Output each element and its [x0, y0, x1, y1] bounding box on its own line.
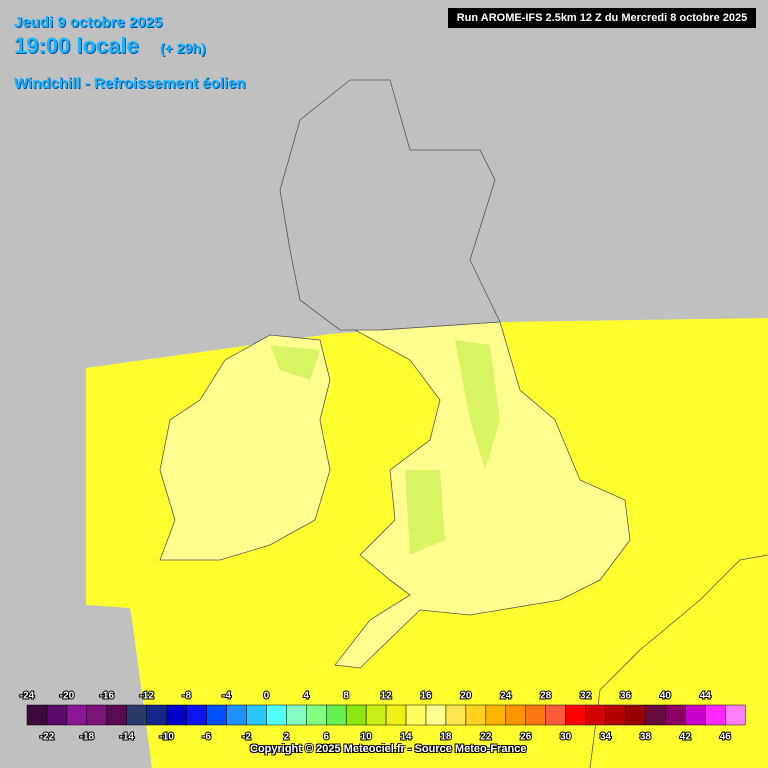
- legend-tick-label: -22: [40, 732, 55, 743]
- legend-tick-label: 20: [460, 691, 472, 702]
- legend-tick-label: 26: [520, 732, 532, 743]
- legend-tick-label: -20: [60, 691, 75, 702]
- legend-swatch: [206, 704, 227, 726]
- legend-tick-label: 4: [304, 691, 310, 702]
- legend-swatch: [385, 704, 407, 726]
- legend-tick-label: 30: [560, 732, 572, 743]
- legend-swatch: [645, 704, 666, 726]
- legend-swatch: [585, 704, 606, 726]
- legend-swatch: [286, 704, 307, 726]
- copyright: Copyright © 2025 Meteociel.fr - Source M…: [250, 743, 527, 755]
- legend-tick-label: 10: [361, 732, 373, 743]
- legend-tick-label: 2: [284, 732, 290, 743]
- legend-swatch: [525, 704, 546, 726]
- legend-tick-label: 22: [480, 732, 492, 743]
- legend-swatch: [306, 704, 327, 726]
- legend-swatch: [246, 704, 267, 726]
- legend-swatch: [186, 704, 207, 726]
- legend-tick-label: -12: [139, 691, 154, 702]
- legend-swatch: [365, 704, 387, 726]
- legend-tick-label: 34: [600, 732, 612, 743]
- legend-tick-label: 0: [264, 691, 270, 702]
- legend-swatch: [66, 704, 88, 726]
- legend-tick-label: 24: [500, 691, 512, 702]
- legend-tick-label: -6: [202, 732, 211, 743]
- legend-swatch: [106, 704, 128, 726]
- legend-tick-label: -10: [159, 732, 174, 743]
- legend-swatch: [226, 704, 247, 726]
- legend-swatch: [46, 704, 68, 726]
- legend-swatch: [26, 704, 48, 726]
- legend-swatch: [405, 704, 427, 726]
- legend-swatch: [326, 704, 347, 726]
- legend-swatch: [685, 704, 706, 726]
- legend-tick-label: 46: [720, 732, 732, 743]
- legend-tick-label: -16: [100, 691, 115, 702]
- legend-tick-label: 38: [640, 732, 652, 743]
- legend-swatch: [266, 704, 287, 726]
- legend-tick-label: -18: [80, 732, 95, 743]
- parameter: Windchill - Refroissement éolien: [14, 75, 246, 92]
- legend-swatch: [485, 704, 507, 726]
- legend-swatch: [545, 704, 566, 726]
- legend-tick-label: 12: [381, 691, 393, 702]
- legend-swatch: [126, 704, 147, 726]
- legend-tick-label: -24: [20, 691, 35, 702]
- time: 19:00 locale: [14, 33, 139, 58]
- great-britain-south: [334, 321, 631, 669]
- legend-swatch: [565, 704, 586, 726]
- legend-tick-label: 32: [580, 691, 592, 702]
- legend-swatch: [345, 704, 367, 726]
- legend-tick-label: 16: [420, 691, 432, 702]
- legend-swatch: [445, 704, 467, 726]
- legend-tick-label: 42: [680, 732, 692, 743]
- legend-tick-label: -2: [242, 732, 251, 743]
- legend-tick-label: -14: [120, 732, 135, 743]
- legend-swatch: [86, 704, 108, 726]
- date: Jeudi 9 octobre 2025: [14, 14, 163, 31]
- legend-swatch: [146, 704, 167, 726]
- legend-tick-label: 8: [343, 691, 349, 702]
- france-coast: [589, 554, 768, 768]
- legend-tick-label: 28: [540, 691, 552, 702]
- legend-tick-label: 44: [700, 691, 712, 702]
- legend-swatch: [505, 704, 526, 726]
- legend-swatch: [166, 704, 187, 726]
- ireland: [159, 334, 331, 561]
- legend-tick-label: -8: [182, 691, 191, 702]
- legend-swatch: [665, 704, 686, 726]
- green-highlands: [270, 340, 500, 555]
- legend-tick-label: -4: [222, 691, 231, 702]
- legend-tick-label: 40: [660, 691, 672, 702]
- run-info: Run AROME-IFS 2.5km 12 Z du Mercredi 8 o…: [448, 8, 756, 28]
- legend-swatch: [425, 704, 447, 726]
- lead-time: (+ 29h): [160, 40, 206, 56]
- legend-swatch: [625, 704, 646, 726]
- legend-swatch: [705, 704, 726, 726]
- legend-swatch: [725, 704, 746, 726]
- legend-tick-label: 6: [323, 732, 329, 743]
- legend-swatch: [465, 704, 487, 726]
- legend-tick-label: 36: [620, 691, 632, 702]
- legend-tick-label: 14: [400, 732, 412, 743]
- legend-swatch: [605, 704, 626, 726]
- scotland: [279, 79, 501, 331]
- legend-tick-label: 18: [440, 732, 452, 743]
